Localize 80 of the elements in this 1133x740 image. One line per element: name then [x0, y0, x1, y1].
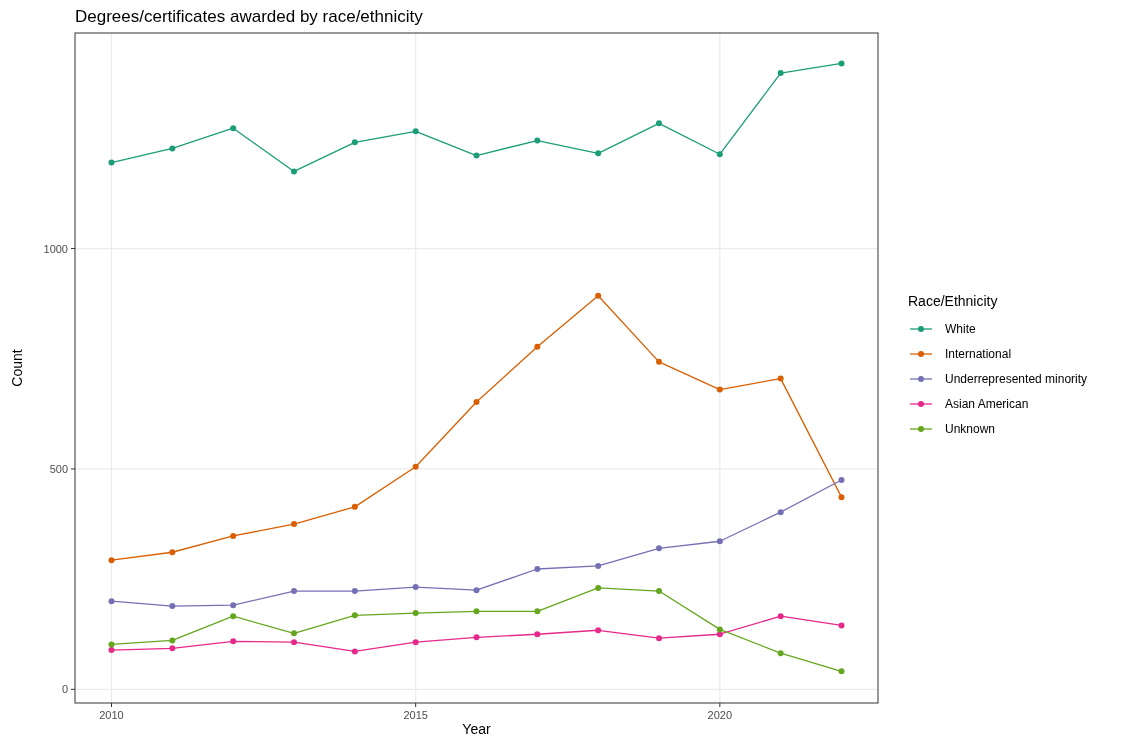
point [716, 538, 723, 545]
point [108, 598, 115, 605]
legend-label: Asian American [945, 397, 1029, 411]
point [291, 588, 297, 595]
point [716, 631, 723, 638]
point [230, 613, 237, 620]
point [351, 588, 358, 595]
y-tick-label: 1000 [43, 242, 68, 255]
point [473, 608, 480, 615]
point [838, 476, 845, 483]
point [534, 608, 541, 615]
legend-label: White [945, 322, 976, 336]
point [351, 648, 358, 655]
point [534, 566, 541, 572]
point [716, 626, 723, 633]
point [838, 60, 845, 67]
point [108, 647, 115, 654]
y-tick-label: 0 [61, 683, 68, 696]
x-axis-title: Year [462, 721, 491, 737]
point [473, 587, 480, 594]
point [351, 139, 358, 146]
x-tick-label: 2020 [707, 709, 733, 721]
y-axis-title: Count [9, 349, 25, 387]
x-tick-label: 2015 [403, 709, 428, 721]
point [716, 386, 723, 393]
point [656, 545, 662, 552]
point [412, 463, 419, 470]
point [716, 151, 723, 158]
point [777, 70, 784, 77]
point [108, 557, 115, 564]
point [108, 641, 115, 648]
x-tick-label: 2010 [99, 709, 124, 721]
point [291, 521, 297, 528]
point [777, 375, 784, 382]
point [656, 635, 662, 642]
point [656, 120, 662, 127]
point [838, 668, 845, 675]
point [595, 584, 602, 591]
point [473, 152, 480, 159]
point [169, 549, 176, 556]
point [291, 630, 297, 637]
point [230, 638, 237, 645]
point [169, 645, 176, 652]
point [595, 562, 602, 569]
point [473, 398, 480, 405]
point [230, 125, 237, 132]
point [169, 637, 176, 644]
point [777, 650, 784, 657]
legend-label: International [945, 347, 1012, 361]
point [412, 610, 419, 617]
point [534, 631, 541, 638]
point [777, 613, 784, 620]
point [595, 292, 602, 299]
point [473, 634, 480, 641]
point [412, 584, 419, 591]
point [656, 358, 662, 365]
legend-title: Race/Ethnicity [908, 293, 998, 309]
point [169, 145, 176, 152]
point [534, 343, 541, 350]
point [838, 622, 845, 629]
point [595, 150, 602, 157]
point [534, 137, 541, 144]
point [351, 503, 358, 510]
legend-label: Underrepresented minority [945, 372, 1088, 386]
chart-title: Degrees/certificates awarded by race/ethnicity [75, 7, 424, 26]
point [838, 494, 845, 501]
y-tick-label: 500 [49, 462, 68, 475]
point [230, 532, 237, 539]
point [169, 603, 176, 610]
point [291, 639, 297, 646]
point [108, 159, 115, 166]
point [291, 168, 297, 175]
point [351, 612, 358, 619]
point [656, 588, 662, 595]
point [777, 509, 784, 516]
point [412, 639, 419, 646]
point [412, 128, 419, 135]
legend-label: Unknown [945, 422, 996, 436]
point [595, 627, 602, 634]
point [230, 602, 237, 609]
